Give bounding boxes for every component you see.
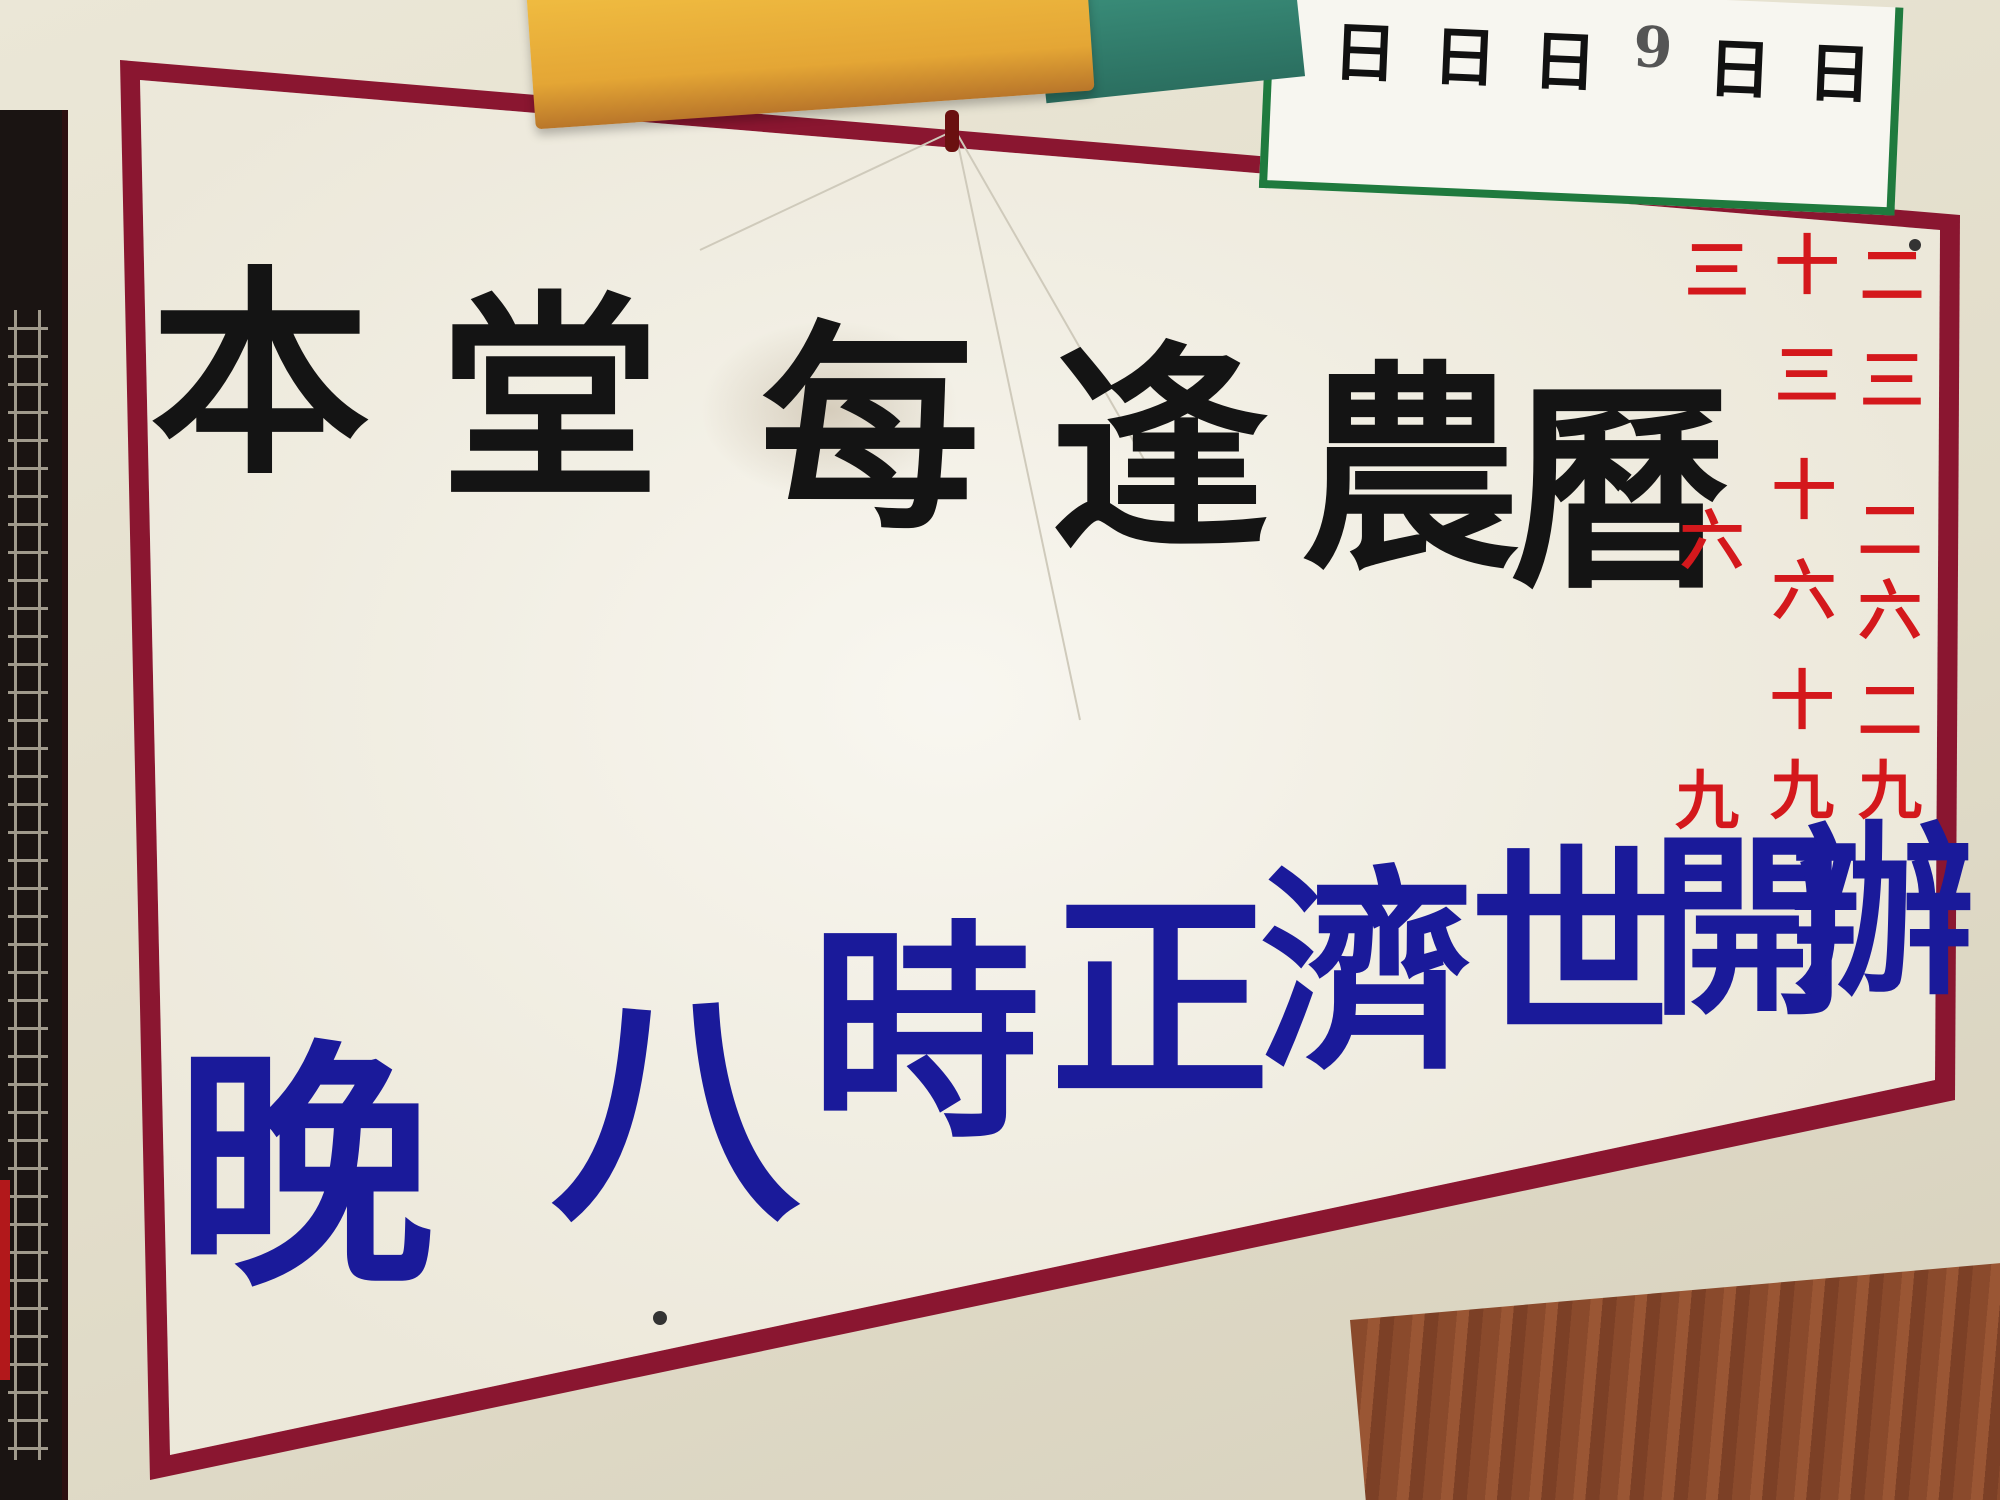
title-char-5: 農 [1300,340,1521,599]
date-col2-char-4: 六 [1772,554,1836,629]
nail [1909,239,1921,251]
calendar-day: 日 [1331,14,1399,93]
date-col1-char-1: 三 [1685,234,1749,309]
calendar-sheet: 日 日 日 9 日 日 [1258,0,1904,216]
key-pattern-ornament [8,310,48,1460]
calendar-day-number: 9 [1631,14,1674,82]
calendar-day: 日 [1531,23,1599,102]
calendar-day: 日 [1705,31,1774,110]
title-char-2: 堂 [440,270,661,529]
string-line [954,129,1151,471]
bottom-char-3: 時 [810,900,1041,1170]
date-col2-char-2: 三 [1775,339,1839,414]
bottom-char-8: 辦 [1790,803,1975,1021]
book-string-knot [945,110,959,152]
date-col3-char-3: 二 [1858,494,1922,569]
date-col2-char-6: 九 [1770,754,1834,829]
board-lighting [140,80,1940,1455]
string-line [954,129,1081,721]
date-col1-char-3: 九 [1675,764,1739,839]
bottom-char-4: 正 [1050,870,1271,1129]
bottom-char-2: 八 [550,963,800,1257]
nail [653,1311,667,1325]
calendar-day: 日 [1431,19,1499,98]
title-char-6: 曆 [1510,360,1731,619]
calendar-day: 日 [1805,35,1873,114]
title-char-4: 逢 [1050,320,1271,579]
date-col2-char-1: 十 [1775,229,1839,304]
title-char-1: 本 [150,245,371,504]
bottom-char-5: 濟 [1260,846,1475,1099]
date-col3-char-5: 二 [1858,674,1922,749]
stain [700,320,960,500]
date-col2-char-3: 十 [1772,454,1836,529]
date-col3-char-1: 二 [1860,239,1924,314]
red-strip [0,1180,10,1380]
title-char-3: 每 [760,300,981,559]
bottom-char-1: 晚 [175,1017,435,1322]
date-col3-char-4: 六 [1858,574,1922,649]
bottom-char-6: 世 [1470,827,1675,1067]
date-col2-char-5: 十 [1770,664,1834,739]
decorative-left-frame [0,110,68,1500]
bottom-char-7: 開 [1650,813,1845,1042]
date-col3-char-2: 三 [1860,344,1924,419]
calendar-days: 日 日 日 9 日 日 [1331,1,1873,116]
date-col1-char-2: 六 [1680,504,1744,579]
string-line [699,129,956,251]
date-col3-char-6: 九 [1858,754,1922,829]
